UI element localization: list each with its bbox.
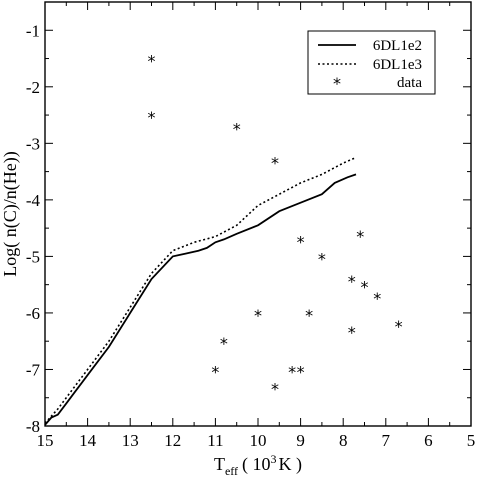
x-axis-label-post: K ) [279, 454, 303, 475]
x-tick-label: 10 [250, 431, 267, 450]
data-point: * [288, 362, 296, 381]
x-ticks: 15 14 13 12 11 10 9 8 7 6 5 [37, 2, 476, 450]
x-axis-label: Teff ( 103 K ) [214, 452, 302, 478]
series-layer [44, 156, 357, 426]
x-tick-label: 8 [339, 431, 348, 450]
y-tick-label: -2 [26, 78, 40, 97]
x-tick-label: 5 [467, 431, 476, 450]
data-point: * [297, 232, 305, 251]
data-point: * [305, 306, 313, 325]
legend-label-data: data [397, 75, 422, 91]
legend-label-6DL1e3: 6DL1e3 [373, 57, 422, 73]
data-point: * [348, 323, 356, 342]
data-point: * [271, 379, 279, 398]
data-point: * [148, 52, 156, 71]
x-axis-label-main: T [214, 454, 225, 474]
y-tick-label: -8 [26, 417, 40, 436]
x-axis-label-sub: eff [225, 464, 238, 478]
y-ticks: -1 -2 -3 -4 -5 -6 -7 -8 [26, 1, 471, 436]
series-line-6DL1e3 [44, 156, 357, 424]
data-point: * [348, 272, 356, 291]
marker-layer: ******** *** ***** * ** [148, 52, 403, 399]
data-point: * [356, 227, 364, 246]
data-point: * [211, 362, 219, 381]
y-tick-label: -5 [26, 247, 40, 266]
data-point: * [271, 153, 279, 172]
series-line-6DL1e2 [44, 173, 357, 426]
y-axis-label: Log( n(C)/n(He)) [0, 151, 21, 276]
data-point: * [395, 317, 403, 336]
x-tick-label: 6 [424, 431, 433, 450]
y-tick-label: -1 [26, 21, 40, 40]
legend-box [307, 30, 436, 95]
data-point: * [254, 306, 262, 325]
y-tick-label: -3 [26, 134, 40, 153]
data-point: * [297, 362, 305, 381]
data-point: * [361, 278, 369, 297]
x-tick-label: 13 [122, 431, 139, 450]
legend: 6DL1e2 6DL1e3 * data [307, 30, 436, 95]
x-tick-label: 12 [164, 431, 181, 450]
x-axis-label-sup: 3 [271, 452, 277, 466]
y-tick-label: -4 [26, 191, 41, 210]
plot-area: 15 14 13 12 11 10 9 8 7 6 5 -1-2-3-4-5-6-7-8 *****… [26, 1, 476, 450]
legend-marker-data: * [333, 74, 341, 93]
x-tick-label: 11 [207, 431, 223, 450]
data-point: * [373, 289, 381, 308]
x-tick-label: 7 [382, 431, 391, 450]
y-tick-label: -6 [26, 304, 40, 323]
x-tick-label: 15 [37, 431, 54, 450]
x-axis-label-pre: ( 10 [242, 454, 271, 475]
data-point: * [233, 119, 241, 138]
x-tick-label: 9 [296, 431, 305, 450]
y-tick-label: -7 [26, 360, 41, 379]
data-point: * [220, 334, 228, 353]
data-point: * [318, 249, 326, 268]
data-point: * [148, 108, 156, 127]
x-tick-label: 14 [79, 431, 97, 450]
legend-label-6DL1e2: 6DL1e2 [373, 38, 422, 54]
